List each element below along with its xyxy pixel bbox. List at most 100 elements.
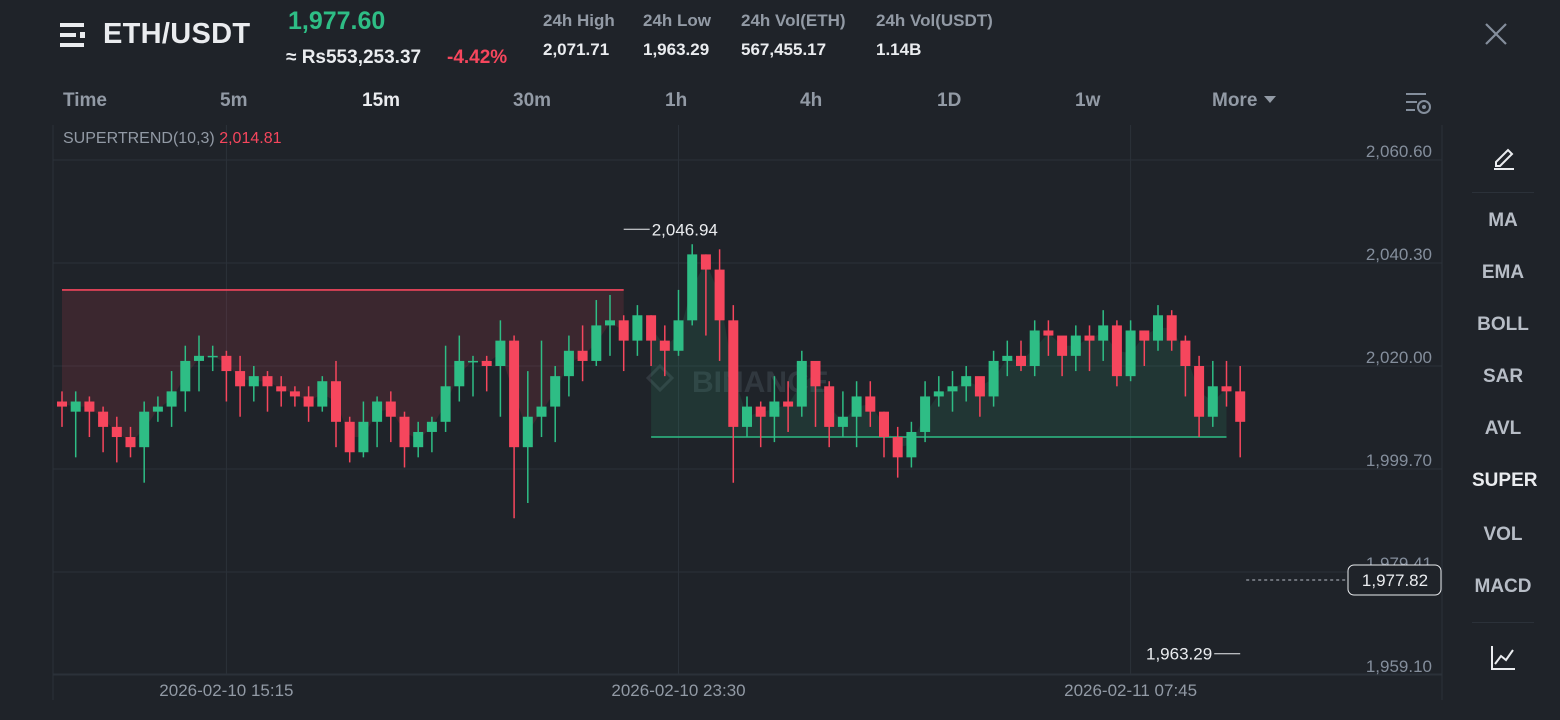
approx-value: ≈ Rs553,253.37 [286,47,422,68]
candle-body [947,386,958,392]
interval-15m[interactable]: 15m [362,90,401,111]
indicator-legend-value: 2,014.81 [219,130,282,147]
candle-body [317,381,328,407]
indicator-avl[interactable]: AVL [1484,418,1522,439]
candle-body [221,355,232,372]
header: ETH/USDT 1,977.60 ≈ Rs553,253.37 -4.42% … [0,0,1560,80]
candle-body [742,406,752,427]
indicator-boll[interactable]: BOLL [1477,314,1529,335]
indicator-vol[interactable]: VOL [1483,524,1523,545]
candle-body [468,360,478,363]
candle-body [865,396,876,412]
stat-24h-high: 24h High 2,071.71 [543,11,615,60]
candlestick-chart[interactable]: BINANCE 2,060.602,040.302,020.001,999.70… [0,120,1445,700]
candle-body [358,421,369,453]
supertrend-fill [62,262,1227,448]
candle-body [207,355,218,358]
candle-body [70,401,81,412]
indicator-super[interactable]: SUPER [1472,470,1538,491]
candle-body [728,320,739,427]
candle-body [687,254,698,321]
interval-30m[interactable]: 30m [513,90,552,111]
candle-body [111,426,122,438]
candle-body [563,350,574,377]
stat-value: 567,455.17 [741,40,827,59]
interval-5m[interactable]: 5m [220,90,248,111]
candle-body [98,411,109,427]
interval-time[interactable]: Time [63,90,108,111]
pair-title[interactable]: ETH/USDT [103,18,251,50]
candle-body [673,320,684,351]
stat-value: 1.14B [876,40,922,59]
candle-body [879,411,889,438]
interval-4h[interactable]: 4h [800,90,823,111]
low-marker-label: 1,963.29 [1146,645,1212,664]
candle-body [824,386,835,427]
candle-body [1084,335,1095,341]
candle-body [262,376,273,387]
indicator-ma[interactable]: MA [1488,210,1518,231]
candle-body [1070,335,1081,356]
candle-body [605,320,615,326]
candle-body [810,360,821,387]
candles [57,244,1246,519]
candle-body [783,401,794,407]
candle-body [906,431,917,458]
candle-body [1194,366,1205,417]
price-axis: 2,060.602,040.302,020.001,999.701,979.41… [159,142,1432,700]
candle-body [1221,386,1232,392]
sidebar-divider [1472,192,1534,193]
high-marker-label: 2,046.94 [652,220,718,239]
menu-icon[interactable] [60,22,88,48]
price-markers: 2,046.94 1,963.29 1,977.82 [623,220,1442,664]
candle-body [550,376,561,407]
interval-1d[interactable]: 1D [937,90,962,111]
candle-body [139,411,150,448]
candle-body [1153,315,1163,341]
candle-body [495,340,506,366]
stat-24h-vol-eth: 24h Vol(ETH) 567,455.17 [741,11,846,60]
interval-bar: Time 5m 15m 30m 1h 4h 1D 1w More [0,86,1450,118]
candle-body [591,325,602,361]
candle-body [974,376,985,397]
candle-body [577,350,588,361]
candle-body [1057,335,1068,356]
chart-settings-icon[interactable] [1404,90,1432,116]
price-axis-label: 2,020.00 [1366,348,1432,367]
candle-body [618,320,629,341]
line-chart-icon[interactable] [1489,644,1517,672]
candle-body [714,269,725,321]
candle-body [385,401,396,417]
candle-body [426,421,437,432]
candle-body [851,396,862,417]
interval-1w[interactable]: 1w [1075,90,1101,111]
indicator-macd[interactable]: MACD [1474,576,1532,597]
price-axis-label: 1,999.70 [1366,451,1432,470]
stat-label: 24h Vol(USDT) [876,11,993,30]
interval-1h[interactable]: 1h [665,90,688,111]
stat-label: 24h Vol(ETH) [741,11,846,30]
indicator-legend-name: SUPERTREND(10,3) [63,130,215,147]
candle-body [84,401,95,412]
supertrend-upper-fill [62,289,624,443]
candle-body [1125,330,1136,377]
indicator-sar[interactable]: SAR [1482,366,1524,387]
candle-body [344,421,355,453]
supertrend-lower-fill [651,262,1227,448]
candle-body [659,340,670,351]
pencil-icon[interactable] [1491,144,1517,170]
indicator-legend: SUPERTREND(10,3) 2,014.81 [63,130,281,148]
indicator-ema[interactable]: EMA [1481,262,1525,283]
chart-grid [52,125,1443,700]
candle-body [536,406,547,417]
time-axis-label: 2026-02-11 07:45 [1064,681,1197,700]
candle-body [1002,355,1013,361]
close-icon[interactable] [1484,22,1508,46]
current-price-label: 1,977.82 [1362,571,1428,590]
candle-body [1139,330,1150,341]
price-axis-label: 2,060.60 [1366,142,1432,161]
candle-body [399,416,410,448]
candle-body [289,391,300,397]
candle-body [1016,355,1026,366]
interval-more[interactable]: More [1212,90,1277,112]
